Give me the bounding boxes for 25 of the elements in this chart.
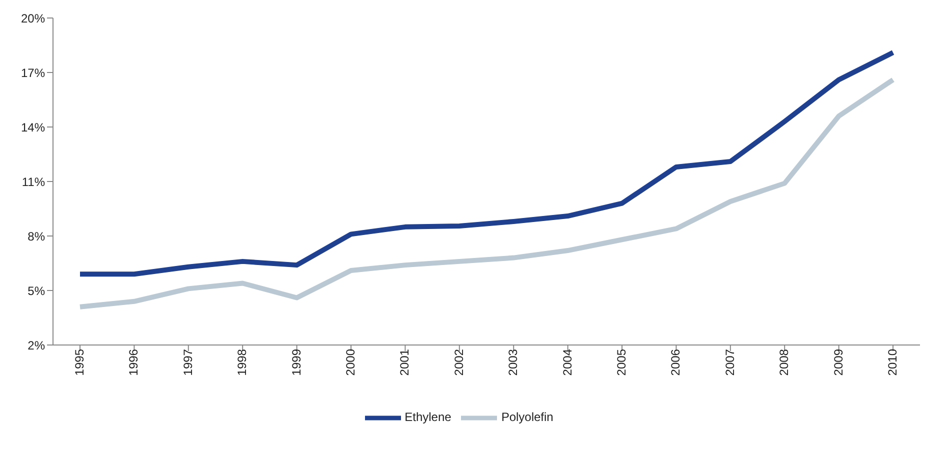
x-tick-label: 2009 [831, 348, 846, 376]
x-tick-label: 2006 [668, 348, 683, 376]
y-tick-label: 8% [28, 229, 46, 244]
x-tick-label: 2007 [722, 348, 737, 376]
x-tick-label: 2002 [452, 348, 466, 376]
x-tick-label: 2008 [777, 348, 792, 376]
x-tick-label: 1995 [72, 348, 87, 376]
x-tick-label: 2004 [560, 348, 574, 376]
y-tick-label: 2% [28, 338, 46, 352]
x-tick-label: 2003 [506, 348, 520, 376]
x-tick-label: 1997 [180, 348, 195, 376]
y-tick-label: 5% [28, 284, 46, 298]
y-tick-label: 17% [20, 66, 46, 80]
x-tick-label: 1998 [235, 348, 250, 376]
x-tick-label: 2000 [344, 348, 358, 376]
x-tick-label: 2010 [886, 348, 900, 376]
x-tick-label: 2001 [398, 348, 412, 376]
legend-label: Ethylene [404, 410, 452, 424]
y-tick-label: 14% [20, 120, 46, 134]
x-tick-label: 1996 [126, 348, 141, 376]
x-tick-label: 1999 [289, 348, 304, 376]
y-tick-label: 20% [20, 11, 46, 26]
x-tick-label: 2005 [614, 348, 629, 376]
y-tick-label: 11% [22, 174, 46, 189]
legend-label: Polyolefin [501, 410, 554, 424]
